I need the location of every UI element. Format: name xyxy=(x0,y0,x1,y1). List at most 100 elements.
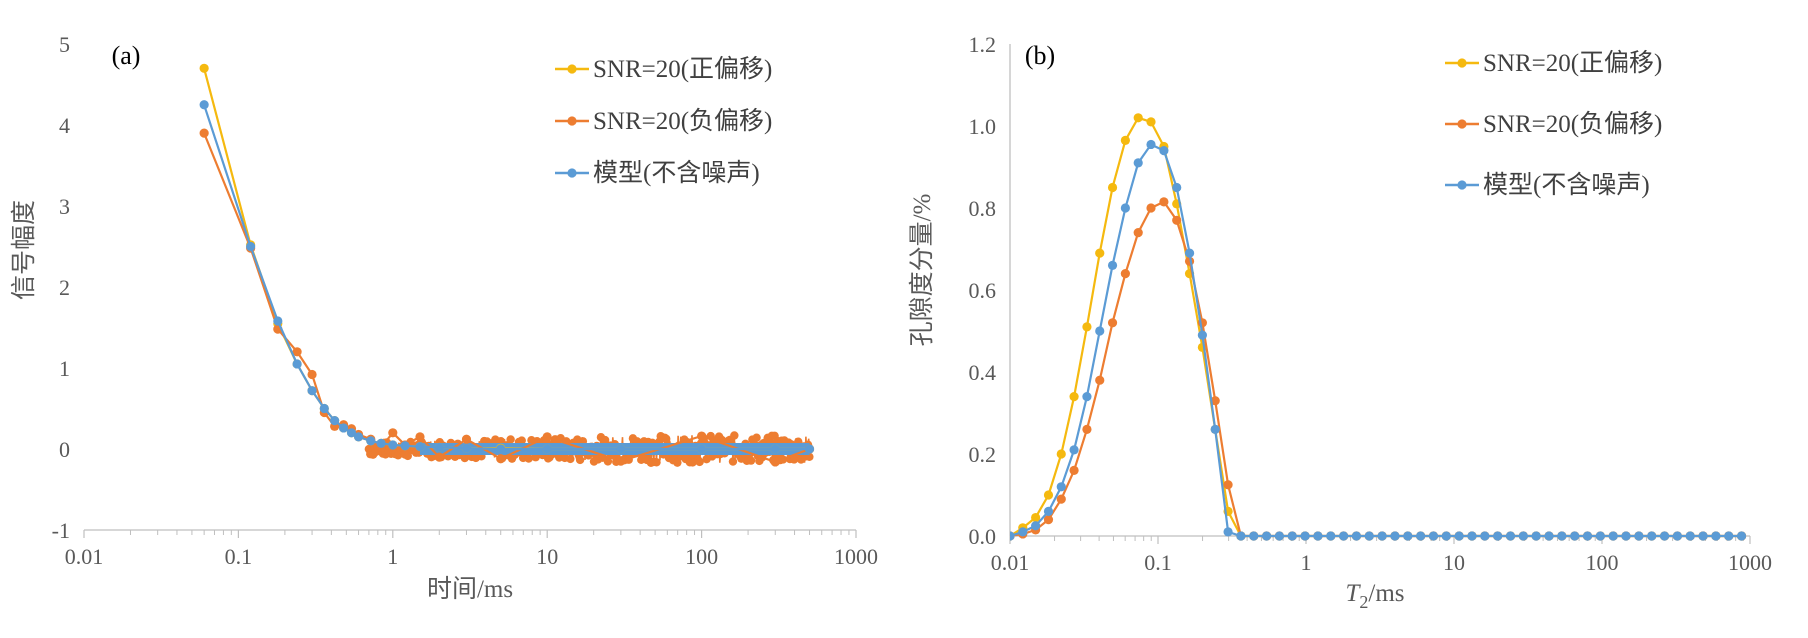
data-point xyxy=(273,316,283,326)
data-point xyxy=(1236,531,1246,541)
data-point xyxy=(1557,531,1567,541)
data-point xyxy=(1505,531,1516,541)
noise-band-point xyxy=(730,431,739,440)
x-tick-label: 100 xyxy=(1586,550,1619,575)
legend-entry: SNR=20(负偏移) xyxy=(593,107,772,135)
y-tick-label: -1 xyxy=(52,518,70,543)
x-tick-label: 1000 xyxy=(834,544,878,569)
data-point xyxy=(1326,531,1336,541)
y-tick-label: 0.2 xyxy=(969,442,997,467)
legend-marker xyxy=(567,168,577,178)
noise-band-point xyxy=(524,454,533,463)
data-point xyxy=(1069,445,1079,455)
series-2 xyxy=(1010,139,1747,541)
data-point xyxy=(1518,531,1528,541)
data-point xyxy=(1043,506,1054,516)
data-point xyxy=(1570,531,1580,541)
data-point xyxy=(1544,531,1554,541)
legend-marker xyxy=(1457,119,1467,129)
data-point xyxy=(1582,531,1593,541)
data-point xyxy=(1146,139,1156,150)
data-point xyxy=(1390,531,1400,541)
x-tick-label: 0.1 xyxy=(1144,550,1172,575)
noise-band-point xyxy=(789,455,799,464)
legend-entry: SNR=20(正偏移) xyxy=(1483,49,1662,77)
data-point xyxy=(330,416,340,426)
series-line xyxy=(1010,200,1742,538)
data-point xyxy=(1018,527,1028,537)
data-point xyxy=(199,128,209,138)
legend-entry: 模型(不含噪声) xyxy=(593,159,760,187)
data-point xyxy=(1095,326,1105,336)
data-point xyxy=(1010,531,1015,541)
data-point xyxy=(1698,531,1708,541)
data-point xyxy=(1043,515,1054,525)
noise-band-point xyxy=(566,454,575,464)
data-point xyxy=(1403,531,1413,541)
data-point xyxy=(1120,135,1130,145)
data-point xyxy=(1146,117,1156,127)
data-point xyxy=(400,441,410,451)
y-tick-label: 1.2 xyxy=(969,32,997,57)
data-point xyxy=(1621,531,1631,541)
noise-band-point xyxy=(662,434,671,444)
data-point xyxy=(1351,531,1362,541)
data-point xyxy=(346,428,357,438)
data-point xyxy=(1274,531,1285,541)
data-point xyxy=(770,457,780,467)
noise-band-point xyxy=(517,436,526,445)
data-point xyxy=(1672,531,1682,541)
data-point xyxy=(1634,531,1644,541)
data-point xyxy=(376,438,386,448)
data-point xyxy=(1480,531,1490,541)
data-point xyxy=(1647,531,1657,541)
chart-panel-1: 0.01 0.1 1 10 100 1000 0.0 0.2 0.4 0.6 0.8 1.0 1.2 T2… xyxy=(908,32,1772,612)
x-tick-label: 1 xyxy=(1301,550,1312,575)
series-line xyxy=(203,104,810,451)
panel-label: (b) xyxy=(1025,41,1055,70)
noise-band-point xyxy=(403,451,412,461)
legend-entry: SNR=20(正偏移) xyxy=(593,55,772,83)
y-tick-label: 0.6 xyxy=(969,278,997,303)
data-point xyxy=(804,444,815,454)
data-point xyxy=(1736,531,1747,541)
x-tick-label: 0.01 xyxy=(65,544,104,569)
data-point xyxy=(1120,203,1130,213)
y-axis-label: 孔隙度分量/% xyxy=(908,194,936,347)
data-point xyxy=(496,444,506,454)
x-axis-label: 时间/ms xyxy=(427,575,513,603)
y-tick-label: 0.8 xyxy=(969,196,997,221)
y-tick-label: 1 xyxy=(59,356,70,381)
data-point xyxy=(1711,531,1721,541)
x-tick-label: 10 xyxy=(536,544,558,569)
y-tick-label: 0.4 xyxy=(969,360,997,385)
data-point xyxy=(1031,521,1041,531)
data-point xyxy=(366,436,376,446)
data-point xyxy=(1313,531,1323,541)
data-point xyxy=(496,454,506,464)
x-tick-label: 1000 xyxy=(1728,550,1772,575)
data-point xyxy=(1531,531,1541,541)
data-point xyxy=(307,369,317,380)
data-point xyxy=(1724,531,1734,541)
x-axis-label: T2/ms xyxy=(1345,580,1404,612)
data-point xyxy=(1428,531,1439,541)
data-point xyxy=(1095,375,1105,385)
data-point xyxy=(1082,392,1092,402)
y-tick-label: 0.0 xyxy=(969,524,997,549)
data-point xyxy=(1493,531,1503,541)
data-point xyxy=(1685,531,1695,541)
legend-marker xyxy=(1457,58,1467,68)
data-point xyxy=(1595,531,1605,541)
data-point xyxy=(1056,449,1066,459)
data-point xyxy=(199,100,209,110)
data-point xyxy=(697,444,707,454)
series-line xyxy=(1010,143,1742,538)
data-point xyxy=(1287,531,1297,541)
data-point xyxy=(1210,396,1220,406)
data-point xyxy=(1107,260,1118,270)
legend-marker xyxy=(567,64,577,74)
data-point xyxy=(246,241,256,252)
panel-label: (a) xyxy=(112,41,141,70)
